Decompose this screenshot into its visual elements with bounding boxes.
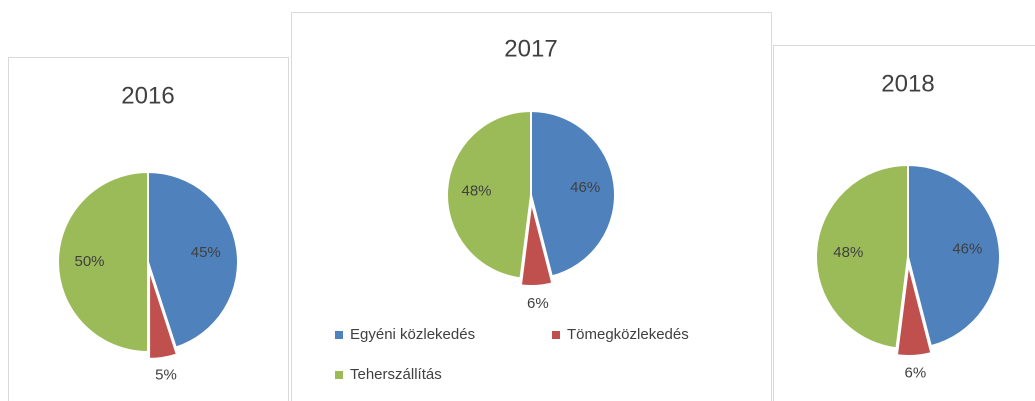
data-label: 5%: [155, 367, 177, 384]
legend-label: Egyéni közlekedés: [350, 326, 475, 343]
data-label: 50%: [74, 253, 104, 270]
data-label: 45%: [191, 244, 221, 261]
pie-slice: [57, 170, 149, 354]
pie-slice: [530, 109, 616, 278]
data-label: 48%: [461, 183, 491, 200]
chart-title: 2016: [121, 82, 174, 109]
pie-slice: [895, 263, 933, 357]
legend-swatch: [335, 371, 343, 379]
pie-slice: [148, 268, 179, 360]
data-label: 6%: [905, 365, 927, 382]
pie-slice: [446, 109, 532, 280]
legend-swatch: [335, 331, 343, 339]
pie-slice: [519, 201, 554, 287]
chart-title: 2017: [504, 35, 557, 62]
data-label: 48%: [833, 244, 863, 261]
data-label: 46%: [952, 240, 982, 257]
legend-label: Teherszállítás: [350, 366, 442, 383]
pie-slice: [907, 163, 1001, 348]
legend-swatch: [552, 331, 560, 339]
data-label: 6%: [527, 295, 549, 312]
pie-slice: [147, 170, 239, 349]
chart-title: 2018: [881, 70, 934, 97]
data-label: 46%: [570, 179, 600, 196]
pie-slice: [815, 163, 909, 350]
legend-label: Tömegközlekedés: [567, 326, 689, 343]
